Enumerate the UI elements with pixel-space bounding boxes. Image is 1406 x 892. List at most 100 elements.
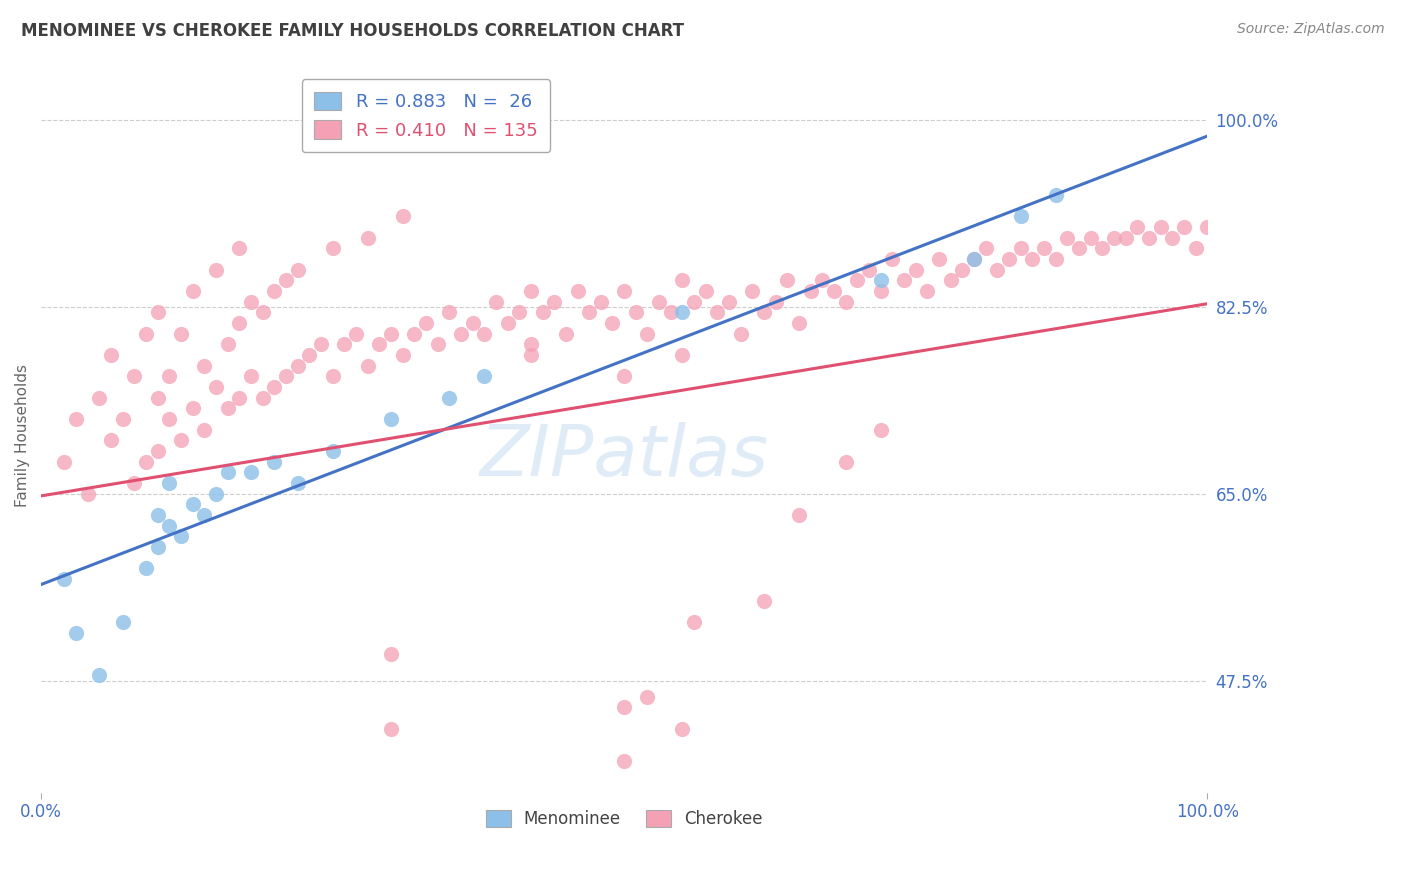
Point [228, 391, 250, 405]
Point [589, 294, 612, 309]
Point [1091, 241, 1114, 255]
Point [380, 412, 402, 426]
Point [76, 487, 98, 501]
Point [1010, 241, 1032, 255]
Text: Source: ZipAtlas.com: Source: ZipAtlas.com [1237, 22, 1385, 37]
Point [263, 380, 285, 394]
Point [811, 273, 834, 287]
Point [485, 294, 508, 309]
Point [671, 722, 693, 736]
Point [765, 294, 787, 309]
Point [53, 572, 76, 586]
Point [111, 615, 134, 629]
Point [1161, 230, 1184, 244]
Point [333, 337, 356, 351]
Point [974, 241, 997, 255]
Point [834, 294, 856, 309]
Point [1126, 219, 1149, 234]
Point [205, 487, 228, 501]
Point [787, 316, 810, 330]
Point [181, 284, 204, 298]
Point [53, 455, 76, 469]
Point [602, 316, 624, 330]
Point [193, 508, 215, 522]
Point [170, 326, 193, 341]
Point [1173, 219, 1195, 234]
Point [205, 380, 228, 394]
Text: ZIPatlas: ZIPatlas [479, 422, 769, 491]
Point [274, 273, 297, 287]
Point [706, 305, 728, 319]
Point [146, 508, 169, 522]
Point [939, 273, 962, 287]
Point [252, 305, 274, 319]
Point [111, 412, 134, 426]
Point [240, 466, 263, 480]
Point [146, 305, 169, 319]
Point [671, 305, 693, 319]
Point [986, 262, 1008, 277]
Point [1010, 209, 1032, 223]
Point [1045, 187, 1067, 202]
Point [683, 615, 706, 629]
Point [472, 326, 495, 341]
Point [637, 690, 659, 704]
Point [637, 326, 659, 341]
Point [228, 241, 250, 255]
Point [496, 316, 519, 330]
Point [89, 668, 111, 682]
Point [274, 369, 297, 384]
Point [1149, 219, 1171, 234]
Point [181, 401, 204, 416]
Point [1045, 252, 1067, 266]
Point [415, 316, 437, 330]
Point [157, 518, 180, 533]
Point [368, 337, 391, 351]
Point [834, 455, 856, 469]
Point [380, 647, 402, 661]
Point [287, 262, 309, 277]
Point [613, 700, 636, 714]
Point [461, 316, 484, 330]
Point [252, 391, 274, 405]
Point [752, 593, 775, 607]
Point [869, 423, 891, 437]
Point [1032, 241, 1054, 255]
Point [391, 209, 413, 223]
Point [671, 273, 693, 287]
Point [124, 369, 146, 384]
Point [170, 434, 193, 448]
Point [671, 348, 693, 362]
Point [730, 326, 752, 341]
Point [263, 284, 285, 298]
Point [869, 273, 891, 287]
Point [240, 369, 263, 384]
Point [800, 284, 823, 298]
Point [170, 529, 193, 543]
Point [298, 348, 321, 362]
Point [404, 326, 426, 341]
Point [356, 359, 378, 373]
Point [963, 252, 986, 266]
Point [391, 348, 413, 362]
Point [135, 561, 157, 575]
Point [882, 252, 904, 266]
Point [146, 391, 169, 405]
Point [193, 423, 215, 437]
Point [228, 316, 250, 330]
Point [752, 305, 775, 319]
Point [613, 369, 636, 384]
Point [287, 359, 309, 373]
Point [1184, 241, 1206, 255]
Point [309, 337, 332, 351]
Point [1056, 230, 1078, 244]
Point [380, 326, 402, 341]
Point [240, 294, 263, 309]
Point [100, 348, 122, 362]
Point [613, 284, 636, 298]
Point [683, 294, 706, 309]
Point [613, 754, 636, 768]
Point [520, 284, 543, 298]
Point [1102, 230, 1125, 244]
Point [904, 262, 927, 277]
